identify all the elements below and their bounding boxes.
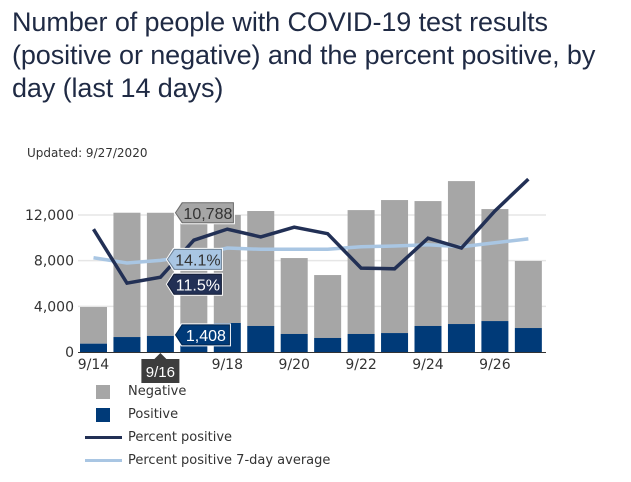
x-tick-label: 9/18 <box>212 357 243 373</box>
legend-label: Percent positive 7-day average <box>128 453 331 468</box>
tooltip-7day-average: 14.1% <box>165 247 223 271</box>
avg-swatch <box>85 459 122 462</box>
line-percent-positive[interactable] <box>92 177 530 286</box>
bar-positive[interactable] <box>247 325 275 352</box>
bar-negative[interactable] <box>280 258 308 334</box>
legend-item-7day-average[interactable]: Percent positive 7-day average <box>85 449 330 472</box>
y-tick-label: 0 <box>65 345 74 361</box>
bar-negative[interactable] <box>414 201 442 326</box>
bar-positive[interactable] <box>347 333 375 352</box>
y-tick-label: 8,000 <box>34 254 74 270</box>
bar-negative[interactable] <box>180 216 208 326</box>
hover-tooltips: 10,788 14.1% 11.5% 1,408 9/16 <box>141 201 235 383</box>
bar-positive[interactable] <box>381 333 409 352</box>
tooltip-7day-average-label: 14.1% <box>175 252 220 269</box>
bar-positive[interactable] <box>113 337 141 352</box>
legend-label: Positive <box>128 407 179 422</box>
bar-positive[interactable] <box>514 328 542 352</box>
y-tick-label: 12,000 <box>25 208 74 224</box>
bar-negative[interactable] <box>247 211 275 326</box>
bar-positive[interactable] <box>447 324 475 352</box>
bars <box>80 181 542 352</box>
bar-positive[interactable] <box>80 343 107 352</box>
negative-swatch <box>96 385 110 399</box>
legend: Negative Positive Percent positive Perce… <box>85 380 330 472</box>
tooltip-axis-date-label: 9/16 <box>146 364 175 381</box>
x-tick-label: 9/26 <box>479 357 511 373</box>
tooltip-negative-label: 10,788 <box>183 206 232 223</box>
tooltip-negative: 10,788 <box>173 201 235 225</box>
legend-label: Percent positive <box>128 430 233 445</box>
bar-negative[interactable] <box>447 181 475 325</box>
x-tick-label: 9/24 <box>412 357 444 373</box>
bar-positive[interactable] <box>280 333 308 352</box>
bar-positive[interactable] <box>481 321 509 352</box>
chart-title: Number of people with COVID-19 test resu… <box>12 7 596 103</box>
tooltip-percent-positive: 11.5% <box>165 272 223 296</box>
x-tick-label: 9/20 <box>278 357 309 373</box>
legend-label: Negative <box>128 384 187 399</box>
bar-negative[interactable] <box>314 275 342 338</box>
updated-date: Updated: 9/27/2020 <box>27 146 148 160</box>
bar-negative[interactable] <box>80 307 107 344</box>
bar-negative[interactable] <box>347 210 375 334</box>
legend-item-positive[interactable]: Positive <box>85 403 330 426</box>
tooltip-axis-date: 9/16 <box>141 353 180 383</box>
bar-positive[interactable] <box>146 335 174 352</box>
y-axis-ticks: 0 4,000 8,000 12,000 <box>25 208 74 361</box>
x-tick-label: 9/14 <box>78 357 110 373</box>
bar-negative[interactable] <box>514 261 542 329</box>
x-axis-ticks: 9/14 9/18 9/20 9/22 9/24 9/26 <box>78 357 511 373</box>
tooltip-positive-label: 1,408 <box>186 328 226 345</box>
x-tick-label: 9/22 <box>345 357 376 373</box>
legend-item-negative[interactable]: Negative <box>85 380 330 403</box>
tooltip-positive: 1,408 <box>173 323 231 347</box>
positive-swatch <box>96 408 110 422</box>
bar-positive[interactable] <box>314 337 342 352</box>
bar-positive[interactable] <box>414 325 442 352</box>
tooltip-percent-positive-label: 11.5% <box>176 277 220 294</box>
legend-item-percent-positive[interactable]: Percent positive <box>85 426 330 449</box>
y-tick-label: 4,000 <box>34 299 74 315</box>
bar-negative[interactable] <box>113 212 141 338</box>
bar-negative[interactable] <box>481 209 509 322</box>
bar-negative[interactable] <box>146 212 174 336</box>
percent-positive-swatch <box>85 436 122 439</box>
